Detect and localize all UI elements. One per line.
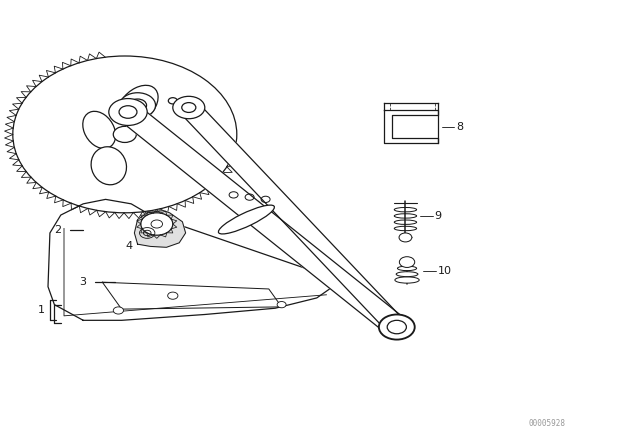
Polygon shape — [384, 110, 438, 143]
Ellipse shape — [91, 147, 127, 185]
Circle shape — [109, 99, 147, 125]
Text: 00005928: 00005928 — [529, 419, 566, 428]
Polygon shape — [179, 103, 406, 332]
Circle shape — [113, 307, 124, 314]
Circle shape — [399, 233, 412, 242]
Circle shape — [168, 292, 178, 299]
Ellipse shape — [395, 277, 419, 283]
Text: 7: 7 — [246, 208, 253, 218]
Text: 10: 10 — [438, 266, 452, 276]
Ellipse shape — [117, 85, 158, 125]
Ellipse shape — [83, 111, 116, 149]
Circle shape — [141, 213, 173, 235]
Text: 4: 4 — [125, 241, 132, 251]
Text: 8: 8 — [456, 121, 463, 132]
Text: 5: 5 — [285, 212, 291, 222]
Ellipse shape — [218, 205, 275, 234]
Polygon shape — [117, 106, 408, 333]
Circle shape — [173, 96, 205, 119]
Circle shape — [399, 257, 415, 267]
Circle shape — [379, 314, 415, 340]
Polygon shape — [134, 211, 186, 247]
Text: 2: 2 — [54, 225, 61, 235]
Circle shape — [120, 93, 156, 118]
Text: 9: 9 — [435, 211, 442, 221]
Circle shape — [387, 320, 406, 334]
Ellipse shape — [397, 266, 417, 271]
Ellipse shape — [396, 271, 418, 276]
Circle shape — [13, 56, 237, 213]
Text: 6: 6 — [266, 210, 272, 220]
Text: 3: 3 — [79, 277, 86, 287]
Circle shape — [277, 302, 286, 308]
Circle shape — [113, 126, 136, 142]
Text: 1: 1 — [38, 305, 44, 315]
Polygon shape — [48, 199, 333, 320]
